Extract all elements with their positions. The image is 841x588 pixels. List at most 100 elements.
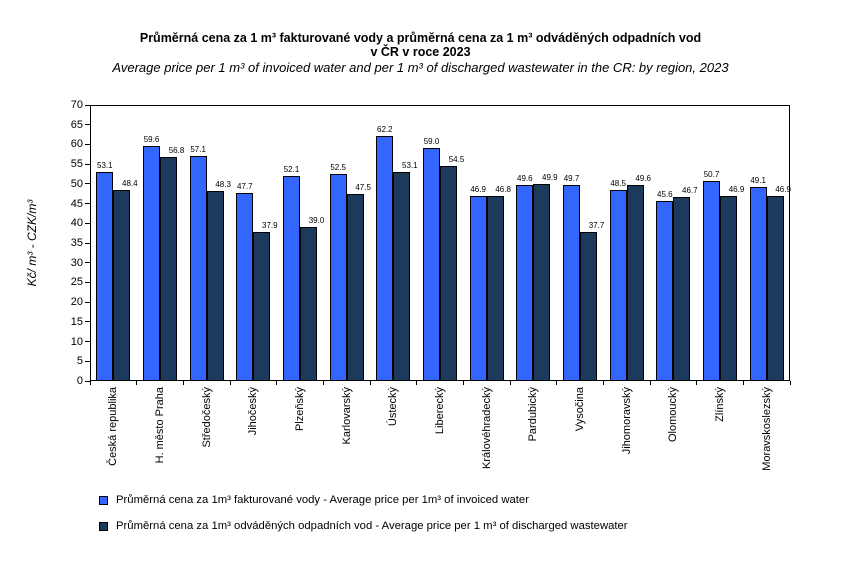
x-axis-tick — [136, 381, 138, 385]
bar-value-label: 49.7 — [563, 174, 580, 184]
bar-value-label: 49.6 — [635, 174, 651, 184]
bar-value-label: 46.8 — [495, 185, 511, 195]
bar-discharged-wastewater — [253, 231, 271, 381]
x-axis-label: Jihočeský — [247, 387, 260, 436]
y-axis-tick — [85, 183, 90, 185]
bar-value-label: 48.5 — [610, 178, 626, 188]
x-axis-label: Olomoucký — [667, 387, 680, 443]
bar-invoiced-water — [516, 185, 534, 381]
x-axis-label: Plzeňský — [294, 387, 306, 432]
bar-invoiced-water — [376, 135, 394, 381]
bar-value-label: 48.4 — [122, 179, 138, 189]
y-axis-tick — [85, 301, 90, 303]
y-axis-tick — [85, 380, 90, 382]
y-axis-tick-label: 55 — [70, 158, 83, 171]
bar-discharged-wastewater — [580, 232, 597, 381]
legend-item-invoiced-water: Průměrná cena za 1m³ fakturované vody - … — [99, 494, 529, 507]
legend-swatch-discharged-wastewater — [99, 522, 108, 531]
y-axis-tick — [85, 341, 90, 343]
x-axis-label: Královéhradecký — [480, 387, 493, 469]
x-axis-label: Jihomoravský — [620, 387, 633, 455]
bar-value-label: 56.8 — [168, 146, 185, 156]
y-axis-tick — [85, 143, 90, 145]
x-axis-label: Česká republika — [107, 387, 120, 466]
x-axis-label: Vysočina — [574, 387, 586, 432]
legend-item-discharged-wastewater: Průměrná cena za 1m³ odváděných odpadníc… — [99, 520, 628, 533]
x-axis-tick — [182, 381, 184, 385]
y-axis-tick-label: 15 — [70, 315, 83, 328]
x-axis-tick — [416, 381, 418, 385]
bar-value-label: 37.7 — [588, 221, 605, 231]
bar-invoiced-water — [96, 171, 114, 381]
bar-value-label: 54.5 — [448, 155, 465, 165]
bar-value-label: 53.1 — [402, 160, 418, 170]
y-axis-title: Kč/ m³ - CZK/m³ — [25, 199, 39, 287]
bar-value-label: 47.7 — [237, 181, 253, 191]
x-axis-tick — [789, 381, 791, 385]
bar-discharged-wastewater — [720, 196, 737, 381]
bar-invoiced-water — [749, 187, 767, 381]
x-axis-label: Ústecký — [387, 387, 400, 427]
x-axis-label: Liberecký — [434, 387, 446, 435]
bar-invoiced-water — [189, 155, 207, 381]
chart-title-line1: Průměrná cena za 1 m³ fakturované vody a… — [139, 31, 702, 45]
bar-value-label: 52.5 — [330, 163, 346, 172]
bar-invoiced-water — [703, 181, 720, 381]
x-axis-label: Zlínský — [714, 387, 726, 422]
bar-invoiced-water — [469, 196, 487, 381]
bar-invoiced-water — [143, 146, 160, 381]
x-axis-label: Moravskoslezský — [760, 387, 773, 471]
bar-discharged-wastewater — [673, 196, 691, 381]
bar-invoiced-water — [283, 175, 300, 381]
x-axis-tick — [276, 381, 278, 385]
x-axis-label: Středočeský — [200, 387, 213, 448]
bar-value-label: 39.0 — [308, 216, 325, 226]
y-axis-tick-label: 30 — [70, 256, 83, 269]
x-axis-tick — [742, 381, 744, 385]
y-axis-tick-label: 0 — [76, 375, 83, 387]
bar-discharged-wastewater — [206, 190, 224, 381]
bar-value-label: 53.1 — [97, 160, 113, 170]
x-axis-tick — [509, 381, 511, 385]
x-axis-label: Pardubický — [527, 387, 540, 442]
bar-value-label: 52.1 — [283, 164, 300, 174]
bar-value-label: 46.9 — [775, 185, 791, 195]
y-axis-tick-label: 10 — [70, 335, 83, 348]
bar-discharged-wastewater — [533, 184, 551, 381]
bar-value-label: 59.0 — [423, 137, 440, 147]
bar-value-label: 46.9 — [728, 185, 745, 195]
x-axis-label: H. město Praha — [154, 387, 166, 464]
y-axis-tick-label: 65 — [70, 118, 83, 131]
y-axis-tick — [85, 360, 90, 362]
y-axis-tick-label: 20 — [70, 296, 83, 309]
bar-value-label: 37.9 — [262, 220, 278, 230]
bar-value-label: 48.3 — [215, 179, 231, 189]
bar-value-label: 59.6 — [143, 135, 160, 144]
bar-value-label: 62.2 — [377, 124, 393, 134]
chart-subtitle: Average price per 1 m³ of invoiced water… — [112, 60, 729, 75]
y-axis-tick-label: 25 — [70, 276, 83, 289]
y-axis-tick — [85, 203, 90, 205]
x-axis-tick — [602, 381, 604, 385]
bar-value-label: 49.1 — [750, 176, 766, 186]
y-axis-tick — [85, 262, 90, 264]
bar-discharged-wastewater — [346, 193, 364, 381]
bar-invoiced-water — [609, 189, 627, 381]
bar-invoiced-water — [423, 148, 440, 381]
bar-value-label: 47.5 — [355, 182, 371, 192]
y-axis-tick-label: 5 — [76, 355, 83, 368]
y-axis-tick — [85, 163, 90, 165]
bar-invoiced-water — [236, 192, 254, 381]
bar-discharged-wastewater — [440, 166, 457, 381]
bar-discharged-wastewater — [393, 171, 411, 381]
bar-invoiced-water — [563, 185, 580, 381]
x-axis-tick — [696, 381, 698, 385]
y-axis-tick-label: 60 — [70, 138, 83, 151]
bar-discharged-wastewater — [486, 196, 504, 381]
bar-value-label: 49.6 — [517, 174, 533, 184]
chart-title-line2: v ČR v roce 2023 — [370, 45, 471, 59]
y-axis-tick-label: 70 — [70, 99, 83, 111]
bar-discharged-wastewater — [626, 185, 644, 381]
x-axis-tick — [369, 381, 371, 385]
